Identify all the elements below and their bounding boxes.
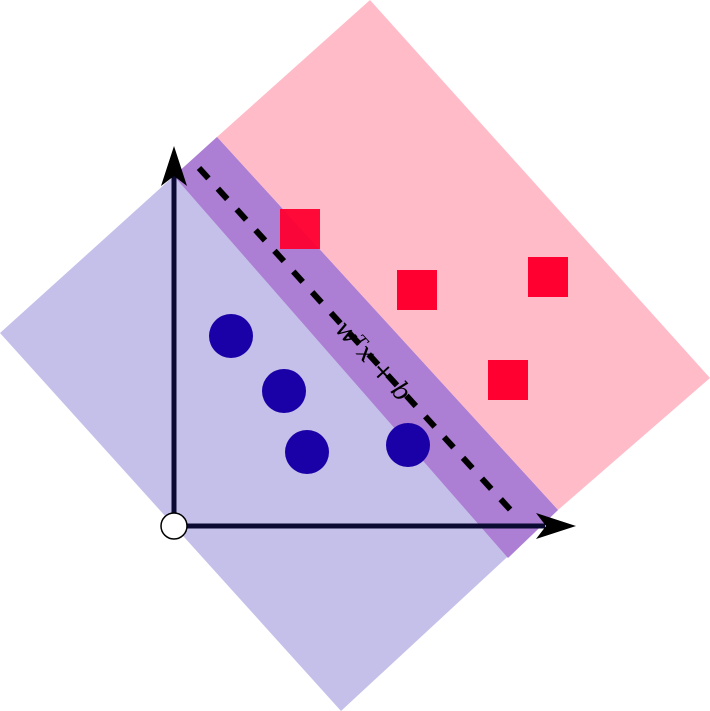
y-axis-arrowhead bbox=[161, 146, 187, 186]
positive-point bbox=[280, 209, 320, 249]
margin-band bbox=[174, 137, 558, 558]
negative-region bbox=[0, 137, 558, 711]
negative-point bbox=[209, 314, 253, 358]
positive-point bbox=[488, 360, 528, 400]
x-axis-arrowhead bbox=[536, 513, 576, 539]
positive-region bbox=[217, 0, 710, 510]
negative-point bbox=[285, 430, 329, 474]
decision-boundary bbox=[196, 165, 519, 519]
positive-point bbox=[528, 257, 568, 297]
origin-marker bbox=[160, 512, 188, 540]
positive-point bbox=[397, 270, 437, 310]
negative-point bbox=[386, 423, 430, 467]
negative-point bbox=[262, 369, 306, 413]
